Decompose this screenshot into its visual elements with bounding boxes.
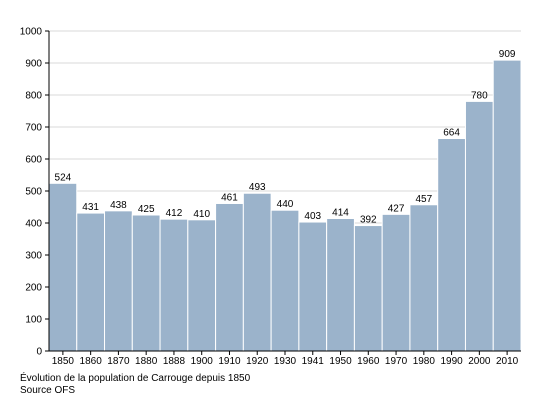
y-tick-label: 800 <box>25 91 42 102</box>
bar-1870 <box>104 210 133 352</box>
bar-2000 <box>464 100 494 352</box>
bar-1941 <box>298 221 328 352</box>
bar-1900 <box>187 219 217 352</box>
y-tick-label: 200 <box>25 283 42 294</box>
x-axis: 1850 1860 1870 1880 1888 1900 1910 1920 1930 1941… <box>49 350 521 367</box>
data-label-1980: 457 <box>415 194 432 205</box>
y-tick-label: 300 <box>25 251 42 262</box>
y-tick-label: 0 <box>36 347 42 358</box>
bar-1970 <box>381 213 411 352</box>
data-label-1870: 438 <box>110 200 127 211</box>
x-tick-label: 1970 <box>385 356 408 367</box>
bar-1910 <box>215 202 244 352</box>
x-tick-label: 1888 <box>163 356 186 367</box>
x-tick-label: 1900 <box>191 356 214 367</box>
x-tick-label: 1920 <box>246 356 269 367</box>
x-tick-label: 1930 <box>274 356 297 367</box>
bar-1990 <box>437 138 466 352</box>
x-tick-label: 1990 <box>440 356 463 367</box>
chart-caption: Évolution de la population de Carrouge d… <box>20 373 251 384</box>
x-tick-label: 1960 <box>357 356 380 367</box>
data-label-1850: 524 <box>55 172 72 183</box>
y-tick-label: 400 <box>25 219 42 230</box>
data-label-1920: 493 <box>249 182 266 193</box>
y-axis: 0 100 200 300 400 500 600 700 800 900 1000 <box>20 27 50 358</box>
data-label-2000: 780 <box>471 90 488 101</box>
bar-1860 <box>76 212 106 352</box>
data-label-1960: 392 <box>360 215 377 226</box>
bar-1950 <box>326 218 355 352</box>
y-tick-label: 700 <box>25 123 42 134</box>
data-label-1990: 664 <box>443 128 460 139</box>
data-labels: 524 431 438 425 412 410 461 493 440 403 414 392 427 4… <box>55 49 516 225</box>
bars <box>48 59 522 352</box>
x-tick-label: 2010 <box>496 356 519 367</box>
bar-1880 <box>131 214 161 352</box>
x-tick-label: 1950 <box>329 356 352 367</box>
data-label-1930: 440 <box>277 199 294 210</box>
bar-1960 <box>353 225 383 352</box>
chart-source: Source OFS <box>20 385 76 396</box>
x-tick-label: 1880 <box>135 356 158 367</box>
x-tick-label: 1850 <box>52 356 75 367</box>
y-tick-label: 600 <box>25 155 42 166</box>
x-tick-label: 1870 <box>107 356 130 367</box>
data-label-1910: 461 <box>221 192 238 203</box>
bar-1850 <box>48 182 78 352</box>
bar-2010 <box>492 59 522 352</box>
y-tick-label: 500 <box>25 187 42 198</box>
data-label-1860: 431 <box>82 202 99 213</box>
data-label-1950: 414 <box>332 208 349 219</box>
x-tick-label: 1910 <box>218 356 241 367</box>
data-label-1970: 427 <box>388 203 405 214</box>
x-tick-label: 2000 <box>468 356 491 367</box>
data-label-1941: 403 <box>304 211 321 222</box>
y-tick-label: 900 <box>25 59 42 70</box>
bar-1980 <box>409 204 439 352</box>
data-label-2010: 909 <box>499 49 516 60</box>
x-tick-label: 1941 <box>302 356 325 367</box>
y-tick-label: 1000 <box>20 27 43 38</box>
y-tick-label: 100 <box>25 315 42 326</box>
bar-1888 <box>159 218 189 352</box>
x-tick-label: 1860 <box>80 356 103 367</box>
bar-1920 <box>242 192 272 352</box>
data-label-1900: 410 <box>193 209 210 220</box>
x-tick-label: 1980 <box>413 356 436 367</box>
bar-1930 <box>270 209 300 352</box>
data-label-1880: 425 <box>138 204 155 215</box>
data-label-1888: 412 <box>166 208 183 219</box>
